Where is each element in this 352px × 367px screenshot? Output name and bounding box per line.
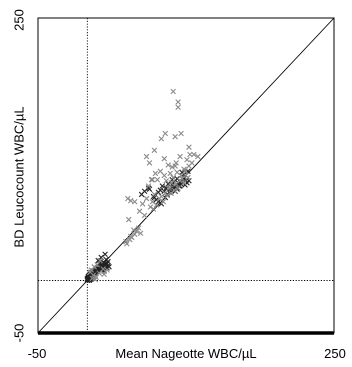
data-point <box>185 174 191 181</box>
data-point <box>92 276 99 283</box>
data-point <box>182 168 188 175</box>
data-point <box>137 230 144 237</box>
data-point <box>101 271 107 277</box>
x-axis-label: Mean Nageotte WBC/µL <box>115 346 256 361</box>
data-point <box>161 155 168 162</box>
data-point <box>105 258 111 265</box>
data-point <box>168 180 174 186</box>
data-point <box>98 254 104 261</box>
data-point <box>181 180 187 186</box>
data-point <box>124 240 130 247</box>
data-point <box>149 176 156 183</box>
data-point <box>167 170 174 177</box>
data-point <box>152 170 159 177</box>
data-point <box>164 192 171 199</box>
data-point <box>145 185 152 191</box>
data-point <box>173 181 179 187</box>
data-point <box>175 99 181 105</box>
data-point <box>175 104 181 111</box>
data-point <box>157 187 164 193</box>
data-point <box>146 160 153 166</box>
data-point <box>163 177 170 184</box>
y-axis-label: BD Leucocount WBC/µL <box>11 106 26 247</box>
data-point <box>124 195 131 202</box>
data-point <box>158 193 165 200</box>
data-point <box>166 185 173 191</box>
data-point <box>178 130 184 137</box>
data-point <box>184 156 190 163</box>
data-point <box>174 169 180 176</box>
data-point <box>174 175 180 182</box>
x-tick-label-max: 250 <box>324 346 346 361</box>
data-point <box>157 168 164 175</box>
data-point <box>90 272 97 279</box>
data-point <box>104 267 110 273</box>
data-point <box>158 135 165 142</box>
data-point <box>170 174 176 181</box>
data-point <box>133 228 140 234</box>
data-point <box>89 275 96 282</box>
data-point <box>136 208 143 214</box>
data-point <box>160 198 167 205</box>
data-point <box>159 183 166 189</box>
data-point <box>151 147 158 154</box>
data-point <box>151 191 158 198</box>
data-point <box>97 257 103 264</box>
data-point <box>145 183 152 189</box>
data-point <box>143 195 150 202</box>
data-point <box>130 227 137 233</box>
data-point <box>169 164 175 170</box>
y-tick-label-max: 250 <box>11 9 26 31</box>
data-point <box>179 175 185 182</box>
data-point <box>91 264 98 270</box>
data-point <box>143 153 150 160</box>
data-point <box>165 181 172 187</box>
data-point <box>149 198 156 205</box>
data-point <box>186 177 192 184</box>
data-point <box>162 130 169 137</box>
data-point <box>131 231 138 238</box>
y-tick-label-min: -50 <box>11 324 26 343</box>
data-point <box>147 204 154 210</box>
axis-labels: -50 250 Mean Nageotte WBC/µL 250 -50 BD … <box>11 9 345 361</box>
data-point <box>165 162 172 168</box>
data-point <box>150 206 157 212</box>
data-point <box>102 260 108 267</box>
data-point <box>153 202 160 208</box>
data-point <box>172 133 178 140</box>
data-point <box>127 197 134 204</box>
data-point <box>189 160 195 166</box>
data-point <box>177 153 183 160</box>
data-point <box>171 187 177 193</box>
data-point <box>161 172 168 179</box>
data-point <box>175 185 181 191</box>
data-point <box>141 212 148 219</box>
data-point <box>139 201 146 207</box>
plot-area <box>37 17 335 335</box>
data-point <box>173 160 179 166</box>
data-point <box>125 216 132 223</box>
data-point <box>191 151 197 158</box>
data-point <box>141 188 148 195</box>
data-point <box>100 266 106 272</box>
data-point <box>135 225 142 231</box>
data-point <box>178 172 184 179</box>
x-tick-label-min: -50 <box>28 346 47 361</box>
data-point <box>186 144 192 150</box>
data-point <box>127 233 134 240</box>
data-point <box>102 251 108 258</box>
data-point <box>178 181 184 187</box>
data-point <box>148 176 155 183</box>
data-point <box>131 198 138 205</box>
data-point <box>154 176 161 183</box>
data-point <box>195 153 201 160</box>
data-point <box>104 265 110 271</box>
data-point <box>155 198 162 205</box>
data-point <box>96 270 102 276</box>
data-point <box>172 163 178 169</box>
data-point <box>94 261 100 268</box>
data-point <box>93 268 100 274</box>
data-point <box>170 88 176 95</box>
